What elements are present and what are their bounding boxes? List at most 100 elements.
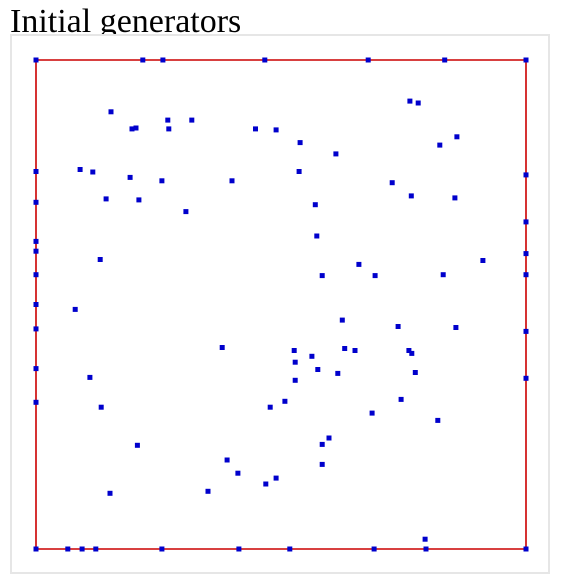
interior-generator-point: [189, 117, 195, 123]
boundary-generator-point: [33, 199, 39, 205]
boundary-generator-point: [33, 248, 39, 254]
interior-generator-point: [263, 481, 269, 487]
interior-generator-point: [219, 345, 225, 350]
boundary-generator-point: [523, 172, 529, 178]
interior-generator-point: [389, 180, 395, 186]
boundary-generator-point: [33, 169, 39, 174]
interior-generator-point: [292, 359, 298, 365]
interior-generator-point: [352, 348, 358, 353]
interior-generator-point: [453, 325, 459, 330]
boundary-generator-point: [523, 251, 529, 257]
boundary-generator-point: [33, 366, 39, 372]
interior-generator-point: [296, 169, 302, 174]
interior-generator-point: [97, 257, 103, 262]
interior-generator-point: [297, 140, 303, 146]
boundary-generator-point: [287, 546, 293, 552]
boundary-generator-point: [236, 546, 242, 552]
boundary-generator-point: [262, 57, 268, 63]
interior-generator-point: [127, 174, 133, 180]
interior-generator-point: [103, 196, 109, 202]
interior-generator-point: [312, 202, 318, 208]
interior-generator-point: [372, 273, 378, 279]
interior-generator-point: [309, 353, 315, 359]
interior-generator-point: [440, 272, 446, 278]
interior-generator-point: [205, 488, 211, 494]
boundary-generator-point: [159, 546, 165, 552]
boundary-generator-point: [523, 272, 529, 278]
interior-generator-point: [224, 457, 230, 463]
interior-generator-point: [107, 490, 113, 496]
interior-generator-point: [326, 435, 332, 441]
boundary-generator-point: [523, 328, 529, 334]
interior-generator-point: [437, 142, 443, 148]
interior-generator-point: [282, 398, 288, 404]
interior-generator-point: [166, 126, 172, 132]
interior-generator-point: [406, 348, 412, 353]
interior-generator-point: [480, 258, 486, 263]
interior-generator-point: [253, 126, 258, 132]
boundary-generator-point: [523, 375, 529, 381]
interior-generator-point: [183, 209, 189, 215]
interior-generator-point: [291, 348, 297, 353]
boundary-generator-point: [523, 546, 529, 552]
domain-boundary: [35, 59, 527, 550]
interior-generator-point: [319, 273, 325, 279]
interior-generator-point: [165, 117, 171, 123]
interior-generator-point: [369, 410, 375, 416]
interior-generator-point: [395, 324, 401, 329]
boundary-generator-point: [423, 546, 429, 552]
interior-generator-point: [408, 193, 414, 199]
boundary-generator-point: [93, 546, 99, 552]
interior-generator-point: [319, 441, 325, 447]
interior-generator-point: [356, 261, 362, 267]
interior-generator-point: [108, 109, 114, 115]
interior-generator-point: [87, 374, 93, 380]
interior-generator-point: [229, 178, 235, 184]
boundary-generator-point: [33, 272, 39, 278]
generator-points: [33, 57, 529, 552]
boundary-generator-point: [371, 546, 377, 552]
interior-generator-point: [452, 195, 458, 201]
interior-generator-point: [134, 442, 140, 448]
boundary-generator-point: [79, 546, 85, 552]
interior-generator-point: [319, 461, 325, 467]
interior-generator-point: [415, 100, 421, 106]
interior-generator-point: [273, 127, 279, 133]
boundary-generator-point: [33, 238, 39, 244]
interior-generator-point: [315, 367, 321, 372]
plot-frame: [10, 34, 550, 574]
boundary-generator-point: [33, 546, 39, 552]
interior-generator-point: [333, 151, 339, 157]
boundary-generator-point: [160, 57, 166, 63]
interior-generator-point: [90, 169, 96, 175]
chart-title: Initial generators: [10, 3, 242, 40]
interior-generator-point: [136, 197, 142, 203]
interior-generator-point: [98, 404, 104, 410]
boundary-generator-point: [523, 57, 529, 63]
boundary-generator-point: [65, 546, 71, 552]
interior-generator-point: [314, 233, 320, 239]
interior-generator-point: [129, 126, 135, 132]
interior-generator-point: [292, 377, 298, 383]
interior-generator-point: [335, 370, 341, 376]
boundary-generator-point: [33, 302, 39, 307]
interior-generator-point: [235, 470, 241, 476]
boundary-generator-point: [140, 57, 146, 63]
interior-generator-point: [435, 417, 441, 423]
interior-generator-point: [398, 396, 404, 402]
boundary-generator-point: [33, 399, 39, 405]
boundary-generator-point: [365, 57, 371, 63]
boundary-generator-point: [523, 219, 529, 225]
interior-generator-point: [409, 350, 415, 356]
interior-generator-point: [77, 167, 83, 172]
boundary-layer: [35, 59, 527, 550]
interior-generator-point: [273, 475, 279, 481]
interior-generator-point: [339, 317, 345, 323]
boundary-generator-point: [33, 326, 39, 332]
interior-generator-point: [133, 125, 139, 131]
boundary-generator-point: [442, 57, 448, 63]
interior-generator-point: [422, 536, 428, 542]
interior-generator-point: [267, 404, 273, 410]
boundary-generator-point: [33, 57, 39, 63]
interior-generator-point: [72, 306, 78, 312]
